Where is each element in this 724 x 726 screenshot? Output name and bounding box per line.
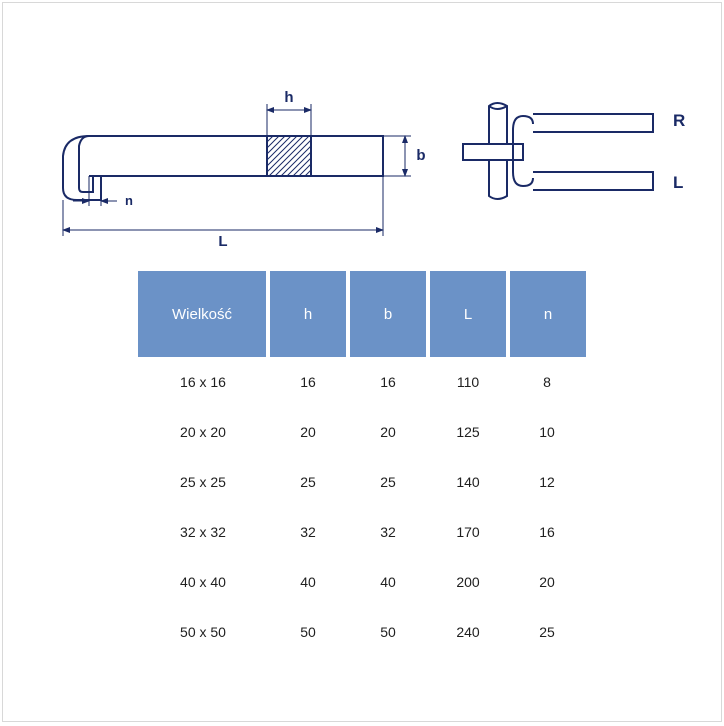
cell-b: 32 bbox=[348, 507, 428, 557]
table-row: 40 x 40404020020 bbox=[138, 557, 586, 607]
cell-size: 50 x 50 bbox=[138, 607, 268, 657]
cell-n: 25 bbox=[508, 607, 586, 657]
cell-b: 20 bbox=[348, 407, 428, 457]
cell-b: 25 bbox=[348, 457, 428, 507]
dim-label-L2: L bbox=[673, 173, 683, 192]
table-row: 50 x 50505024025 bbox=[138, 607, 586, 657]
dim-label-h: h bbox=[284, 89, 293, 106]
table-row: 32 x 32323217016 bbox=[138, 507, 586, 557]
technical-diagram: h b n L bbox=[33, 88, 691, 248]
cell-L: 140 bbox=[428, 457, 508, 507]
dim-label-n: n bbox=[125, 193, 133, 208]
dimensions-table: Wielkość h b L n 16 x 161616110820 x 202… bbox=[138, 271, 586, 657]
table-row: 20 x 20202012510 bbox=[138, 407, 586, 457]
cell-n: 10 bbox=[508, 407, 586, 457]
cell-h: 40 bbox=[268, 557, 348, 607]
col-header-n: n bbox=[508, 271, 586, 357]
cell-size: 32 x 32 bbox=[138, 507, 268, 557]
col-header-size: Wielkość bbox=[138, 271, 268, 357]
table-header-row: Wielkość h b L n bbox=[138, 271, 586, 357]
cell-n: 20 bbox=[508, 557, 586, 607]
cell-h: 25 bbox=[268, 457, 348, 507]
cell-h: 20 bbox=[268, 407, 348, 457]
col-header-L: L bbox=[428, 271, 508, 357]
dim-label-L: L bbox=[218, 233, 227, 250]
table-row: 16 x 1616161108 bbox=[138, 357, 586, 407]
cell-size: 25 x 25 bbox=[138, 457, 268, 507]
cell-b: 50 bbox=[348, 607, 428, 657]
cell-n: 16 bbox=[508, 507, 586, 557]
cell-n: 8 bbox=[508, 357, 586, 407]
cell-size: 20 x 20 bbox=[138, 407, 268, 457]
table-row: 25 x 25252514012 bbox=[138, 457, 586, 507]
cell-b: 40 bbox=[348, 557, 428, 607]
cell-L: 125 bbox=[428, 407, 508, 457]
dim-label-R: R bbox=[673, 111, 685, 130]
cell-b: 16 bbox=[348, 357, 428, 407]
cell-size: 16 x 16 bbox=[138, 357, 268, 407]
cell-size: 40 x 40 bbox=[138, 557, 268, 607]
cell-L: 200 bbox=[428, 557, 508, 607]
cell-L: 170 bbox=[428, 507, 508, 557]
cell-h: 50 bbox=[268, 607, 348, 657]
cell-L: 110 bbox=[428, 357, 508, 407]
cell-h: 16 bbox=[268, 357, 348, 407]
cell-n: 12 bbox=[508, 457, 586, 507]
col-header-b: b bbox=[348, 271, 428, 357]
col-header-h: h bbox=[268, 271, 348, 357]
dim-label-b: b bbox=[416, 147, 425, 164]
cell-L: 240 bbox=[428, 607, 508, 657]
cell-h: 32 bbox=[268, 507, 348, 557]
